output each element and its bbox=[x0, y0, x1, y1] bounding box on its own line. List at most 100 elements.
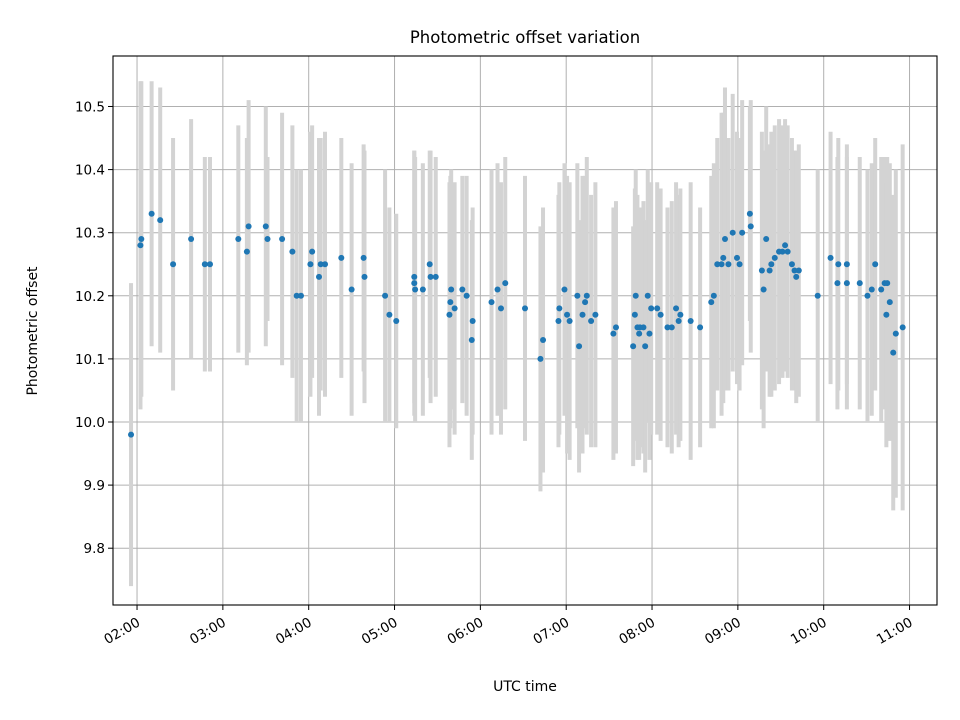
y-tick-label: 10.0 bbox=[75, 415, 105, 431]
data-point bbox=[782, 242, 789, 249]
data-point bbox=[642, 343, 649, 350]
data-point bbox=[419, 286, 426, 293]
y-tick-label: 10.4 bbox=[75, 163, 105, 179]
data-point bbox=[469, 318, 476, 325]
data-point-layer bbox=[128, 210, 906, 438]
data-point bbox=[760, 286, 767, 293]
data-point bbox=[576, 343, 583, 350]
data-point bbox=[448, 286, 455, 293]
data-point bbox=[899, 324, 906, 331]
data-point bbox=[734, 254, 741, 261]
data-point bbox=[502, 280, 509, 287]
data-point bbox=[632, 292, 639, 299]
data-point bbox=[708, 299, 715, 306]
data-point bbox=[262, 223, 269, 230]
data-point bbox=[675, 318, 682, 325]
chart-title: Photometric offset variation bbox=[410, 28, 640, 47]
data-point bbox=[293, 292, 300, 299]
data-point bbox=[206, 261, 213, 268]
data-point bbox=[872, 261, 879, 268]
data-point bbox=[432, 273, 439, 280]
data-point bbox=[427, 273, 434, 280]
y-tick-label: 10.3 bbox=[75, 226, 105, 242]
data-point bbox=[459, 286, 466, 293]
data-point bbox=[128, 431, 135, 438]
data-point bbox=[892, 330, 899, 337]
data-point bbox=[451, 305, 458, 312]
data-point bbox=[564, 311, 571, 318]
data-point bbox=[468, 336, 475, 343]
data-point bbox=[497, 305, 504, 312]
data-point bbox=[537, 355, 544, 362]
data-point bbox=[170, 261, 177, 268]
data-point bbox=[868, 286, 875, 293]
data-point bbox=[245, 223, 252, 230]
data-point bbox=[768, 261, 775, 268]
data-point bbox=[137, 242, 144, 249]
data-point bbox=[648, 305, 655, 312]
data-point bbox=[540, 336, 547, 343]
data-point bbox=[791, 267, 798, 274]
data-point bbox=[843, 261, 850, 268]
data-point bbox=[835, 261, 842, 268]
data-point bbox=[488, 299, 495, 306]
data-point bbox=[843, 280, 850, 287]
data-point bbox=[856, 280, 863, 287]
data-point bbox=[279, 236, 286, 242]
data-point bbox=[307, 261, 314, 268]
data-point bbox=[583, 292, 590, 299]
y-tick-label: 10.1 bbox=[75, 352, 105, 368]
data-point bbox=[188, 236, 195, 242]
data-point bbox=[579, 311, 586, 318]
data-point bbox=[411, 273, 418, 280]
data-point bbox=[720, 254, 727, 261]
data-point bbox=[574, 292, 581, 299]
data-point bbox=[610, 330, 617, 337]
data-point bbox=[157, 217, 164, 224]
data-point bbox=[814, 292, 821, 299]
data-point bbox=[788, 261, 795, 268]
data-point bbox=[710, 292, 717, 299]
data-point bbox=[264, 236, 271, 242]
data-point bbox=[446, 311, 453, 318]
data-point bbox=[771, 254, 778, 261]
data-point bbox=[736, 261, 743, 268]
data-point bbox=[834, 280, 841, 287]
data-point bbox=[721, 236, 728, 242]
data-point bbox=[664, 324, 671, 331]
data-point bbox=[588, 318, 595, 325]
data-point bbox=[316, 273, 322, 280]
data-point bbox=[348, 286, 355, 293]
data-point bbox=[654, 305, 661, 312]
data-point bbox=[883, 311, 890, 318]
data-point bbox=[725, 261, 732, 268]
data-point bbox=[447, 299, 454, 306]
data-point bbox=[827, 254, 834, 261]
data-point bbox=[714, 261, 721, 268]
y-tick-label: 10.2 bbox=[75, 289, 105, 305]
data-point bbox=[657, 311, 664, 318]
data-point bbox=[747, 223, 754, 230]
data-point bbox=[763, 236, 770, 242]
data-point bbox=[630, 343, 637, 350]
data-point bbox=[784, 248, 791, 255]
data-point bbox=[718, 261, 725, 268]
data-point bbox=[386, 311, 393, 318]
data-point bbox=[138, 236, 145, 242]
data-point bbox=[668, 324, 675, 331]
data-point bbox=[795, 267, 802, 274]
data-point bbox=[360, 254, 367, 261]
data-point bbox=[612, 324, 619, 331]
data-point bbox=[566, 318, 573, 325]
data-point bbox=[338, 254, 345, 261]
data-point bbox=[322, 261, 329, 268]
data-point bbox=[864, 292, 871, 299]
data-point bbox=[673, 305, 680, 312]
data-point bbox=[411, 280, 418, 287]
plot-area-frame bbox=[112, 55, 938, 606]
data-point bbox=[582, 299, 589, 306]
data-point bbox=[317, 261, 324, 268]
data-point bbox=[886, 299, 893, 306]
data-point bbox=[631, 311, 638, 318]
data-point bbox=[426, 261, 433, 268]
